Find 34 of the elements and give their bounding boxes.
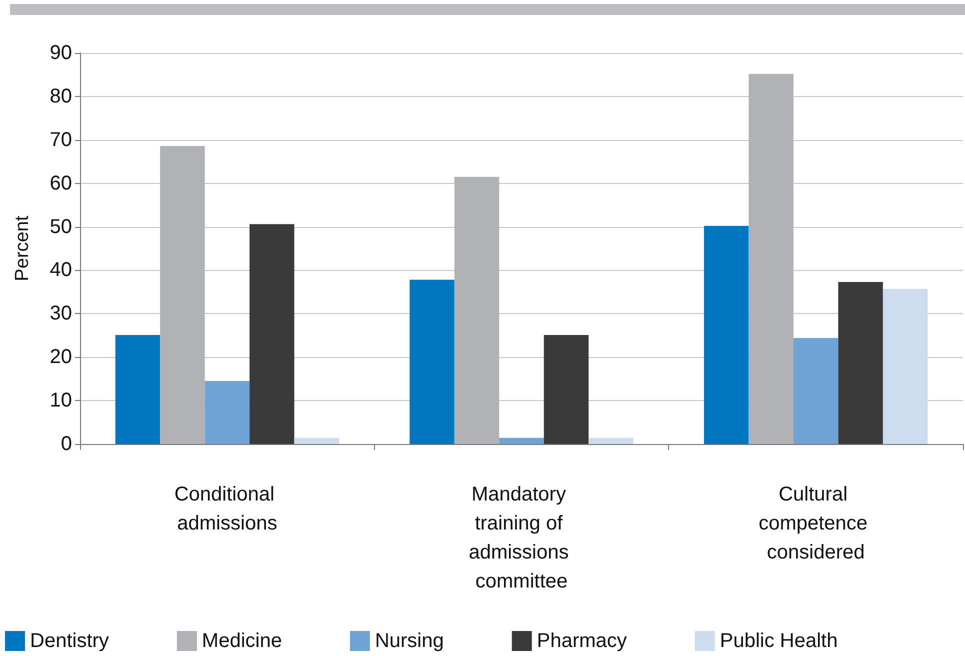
bar [410, 280, 454, 444]
bar [838, 282, 883, 444]
bar [115, 334, 160, 444]
x-tick-label: Mandatory training of admissions committee [468, 484, 574, 592]
x-tick-label: Conditional admissions [174, 484, 280, 534]
y-tick-label: 20 [50, 346, 72, 368]
y-tick-label: 60 [50, 172, 72, 194]
y-tick-label: 10 [50, 390, 72, 412]
legend-label: Medicine [202, 630, 282, 652]
y-tick-label: 40 [50, 259, 72, 282]
y-axis-title: Percent [12, 215, 33, 282]
bar [588, 438, 634, 444]
legend-label: Nursing [374, 630, 444, 652]
y-tick-label: 50 [50, 216, 72, 238]
legend-label: Dentistry [30, 630, 109, 652]
y-tick-label: 90 [50, 42, 72, 64]
x-tick-label: Cultural competence considered [758, 484, 874, 564]
y-tick-label: 30 [50, 302, 72, 325]
bar [748, 74, 794, 444]
legend-label: Pharmacy [536, 630, 627, 652]
bar [160, 146, 205, 444]
bar [454, 176, 500, 444]
y-tick-label: 70 [50, 128, 72, 151]
y-tick-label: 80 [50, 85, 72, 108]
bar [704, 226, 749, 444]
bar [294, 438, 340, 444]
legend-label: Public Health [720, 630, 838, 652]
bar [793, 338, 838, 444]
y-tick-label: 0 [60, 433, 72, 455]
bar [499, 438, 544, 444]
bar [250, 224, 294, 444]
bar [544, 334, 589, 444]
bar [882, 288, 928, 444]
bar [204, 381, 250, 444]
